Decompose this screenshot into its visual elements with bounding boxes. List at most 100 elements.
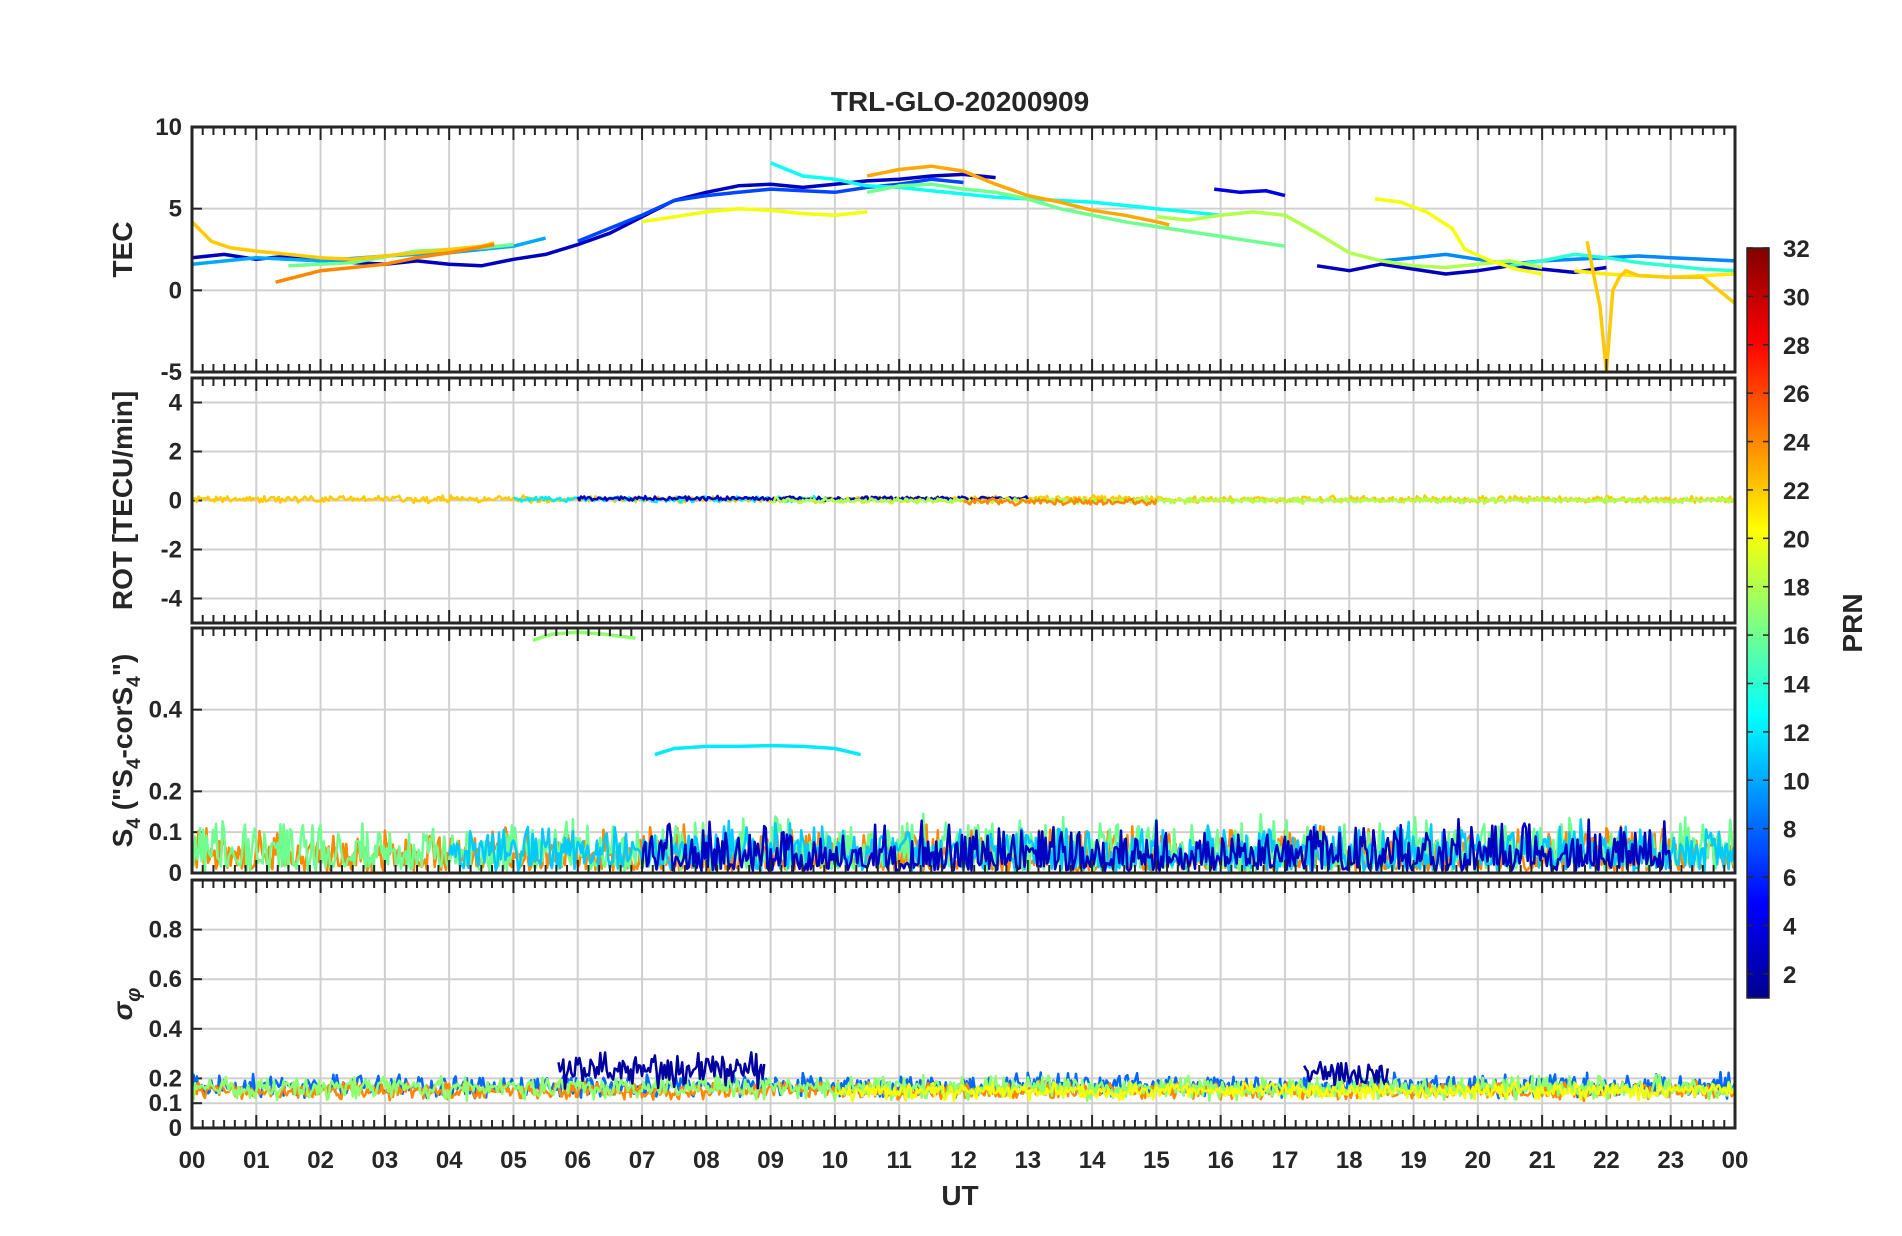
colorbar-tick-label: 32 [1783, 236, 1810, 263]
y-tick-label: 0.4 [149, 697, 183, 724]
y-tick-label: 2 [169, 439, 182, 466]
x-tick-label: 00 [1722, 1147, 1749, 1174]
panel-rot: -4 -2 0 2 4 ROT [TECU/min] [107, 376, 1737, 625]
series-prn-14 [1509, 252, 1735, 273]
y-tick-label: 10 [155, 114, 182, 141]
y-axis-label-sigma: σφ [107, 988, 145, 1021]
series-prn-16 [866, 182, 1286, 248]
panel-sigma: 00.10.2 0.4 0.6 0.8 σφ [107, 878, 1737, 1142]
series-prn-22 [1585, 240, 1735, 372]
series-prn-3 [1316, 262, 1607, 276]
x-tick-label: 01 [243, 1147, 270, 1174]
x-tick-label: 12 [950, 1147, 977, 1174]
series-group [192, 494, 1735, 507]
x-tick-label: 02 [307, 1147, 334, 1174]
x-tick-label: 08 [693, 1147, 720, 1174]
series-group [192, 1051, 1735, 1103]
series-prn-18 [769, 495, 1735, 506]
colorbar-tick-label: 2 [1783, 962, 1796, 989]
x-tick-label: 22 [1593, 1147, 1620, 1174]
colorbar-tick-label: 22 [1783, 478, 1810, 505]
x-tick-label: 04 [436, 1147, 463, 1174]
x-tick-label: 15 [1143, 1147, 1170, 1174]
y-tick-label: 5 [169, 196, 182, 223]
x-tick-label: 14 [1079, 1147, 1106, 1174]
series-prn-2 [1303, 1060, 1390, 1086]
x-tick-label: 13 [1014, 1147, 1041, 1174]
panel-s4: 0 0.1 0.2 0.4S4 ("S4-corS4") [107, 626, 1737, 887]
series-group [192, 161, 1735, 372]
y-tick-label: 0 [169, 860, 182, 887]
x-tick-label: 05 [500, 1147, 527, 1174]
colorbar-tick-label: 10 [1783, 768, 1810, 795]
colorbar-tick-label: 24 [1783, 430, 1810, 457]
colorbar-tick-label: 6 [1783, 865, 1796, 892]
series-prn-20 [834, 1080, 1735, 1103]
series-prn-20 [1374, 197, 1543, 276]
panel-tec: -5 0 5 10 TEC [107, 114, 1737, 386]
x-tick-label: 16 [1207, 1147, 1234, 1174]
series-prn-22 [192, 220, 495, 262]
colorbar-gradient [1746, 247, 1770, 999]
y-tick-label: 0.8 [149, 917, 182, 944]
series-prn-13 [769, 161, 1221, 217]
colorbar-tick-label: 18 [1783, 575, 1810, 602]
y-tick-label: 0 [169, 1115, 182, 1142]
series-prn-24 [962, 497, 1158, 507]
x-tick-label: 11 [887, 1147, 912, 1174]
x-axis-label: UT [941, 1180, 978, 1211]
series-prn-3 [640, 817, 1672, 873]
y-tick-label: 0.6 [149, 966, 182, 993]
y-axis-label-rot: ROT [TECU/min] [107, 391, 138, 610]
y-tick-label: 0 [169, 277, 182, 304]
series-prn-23 [866, 164, 1170, 227]
series-prn-2 [557, 1051, 766, 1090]
y-tick-label: -4 [161, 586, 183, 613]
y-tick-label: 0.1 [149, 1090, 182, 1117]
y-tick-label: -5 [161, 359, 182, 386]
y-tick-label: -2 [161, 537, 182, 564]
colorbar-label: PRN [1837, 593, 1868, 652]
y-tick-label: 4 [169, 390, 183, 417]
colorbar-tick-label: 20 [1783, 526, 1810, 553]
x-tick-label: 17 [1272, 1147, 1299, 1174]
colorbar-tick-label: 26 [1783, 381, 1810, 408]
colorbar-tick-label: 30 [1783, 284, 1810, 311]
y-tick-label: 0 [169, 488, 182, 515]
series-prn-18 [1156, 210, 1543, 270]
x-tick-label: 00 [179, 1147, 206, 1174]
series-prn-20 [641, 206, 868, 224]
x-tick-label: 20 [1464, 1147, 1491, 1174]
x-tick-label: 10 [822, 1147, 849, 1174]
x-tick-label: 19 [1400, 1147, 1427, 1174]
y-tick-label: 0.2 [149, 778, 182, 805]
y-axis-label-tec: TEC [107, 222, 138, 278]
y-tick-label: 0.2 [149, 1065, 182, 1092]
x-tick-label: 03 [372, 1147, 399, 1174]
colorbar-tick-label: 14 [1783, 671, 1810, 698]
colorbar-tick-label: 12 [1783, 720, 1810, 747]
x-tick-label: 21 [1529, 1147, 1556, 1174]
series-prn-12 [654, 743, 862, 757]
colorbar-tick-label: 28 [1783, 333, 1810, 360]
x-tick-label: 18 [1336, 1147, 1363, 1174]
x-tick-label: 23 [1657, 1147, 1684, 1174]
series-prn-9 [1381, 252, 1735, 266]
x-tick-label: 07 [629, 1147, 656, 1174]
x-tick-label: 09 [757, 1147, 784, 1174]
colorbar-tick-label: 4 [1783, 913, 1797, 940]
x-axis: 00 01 02 03 04 05 06 07 08 09 10 11 12 13 14 15 16 17 18 19… [179, 1147, 1749, 1174]
series-prn-17 [192, 1073, 1735, 1103]
chart-title: TRL-GLO-20200909 [831, 86, 1089, 117]
colorbar-tick-label: 16 [1783, 623, 1810, 650]
series-prn-4 [1213, 187, 1286, 198]
series-prn-24 [275, 242, 495, 284]
y-axis-label-s4: S4 ("S4-corS4") [107, 654, 145, 848]
y-tick-label: 0.4 [149, 1016, 183, 1043]
colorbar-tick-label: 8 [1783, 817, 1796, 844]
x-tick-label: 06 [564, 1147, 591, 1174]
y-tick-label: 0.1 [149, 819, 182, 846]
